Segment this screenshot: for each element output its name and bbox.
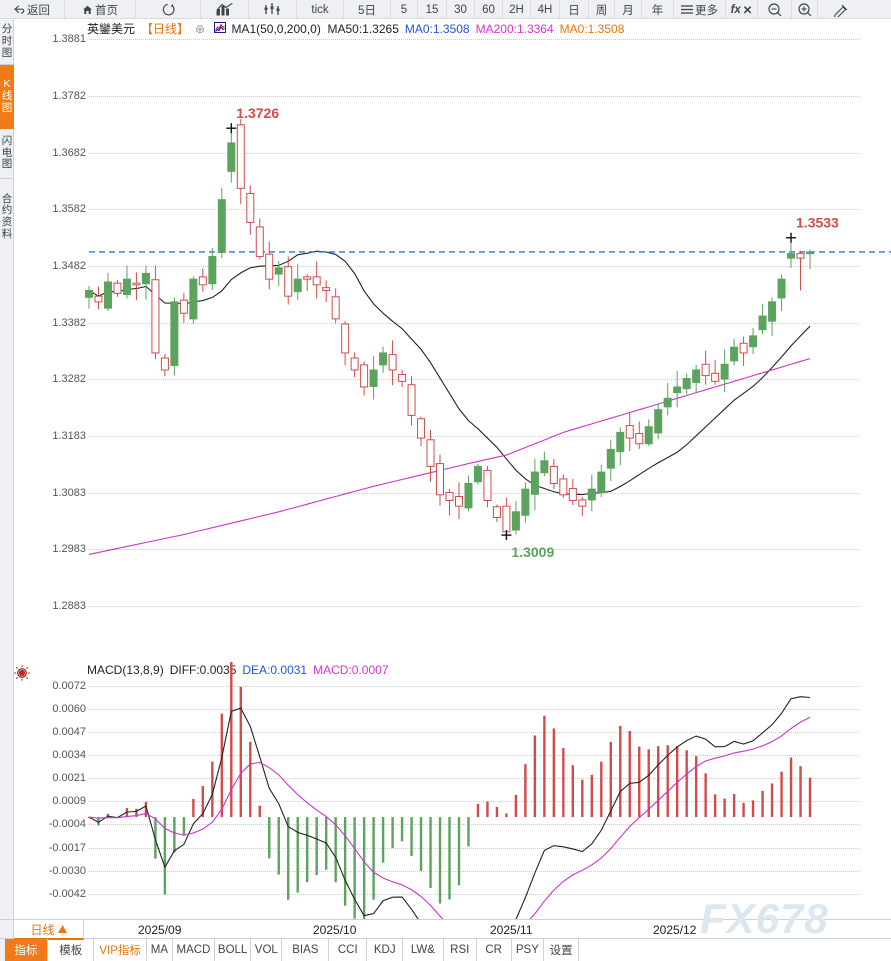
svg-text:1.3726: 1.3726 [236, 105, 279, 121]
svg-text:1.3533: 1.3533 [796, 215, 839, 231]
svg-text:1.3009: 1.3009 [511, 544, 554, 560]
